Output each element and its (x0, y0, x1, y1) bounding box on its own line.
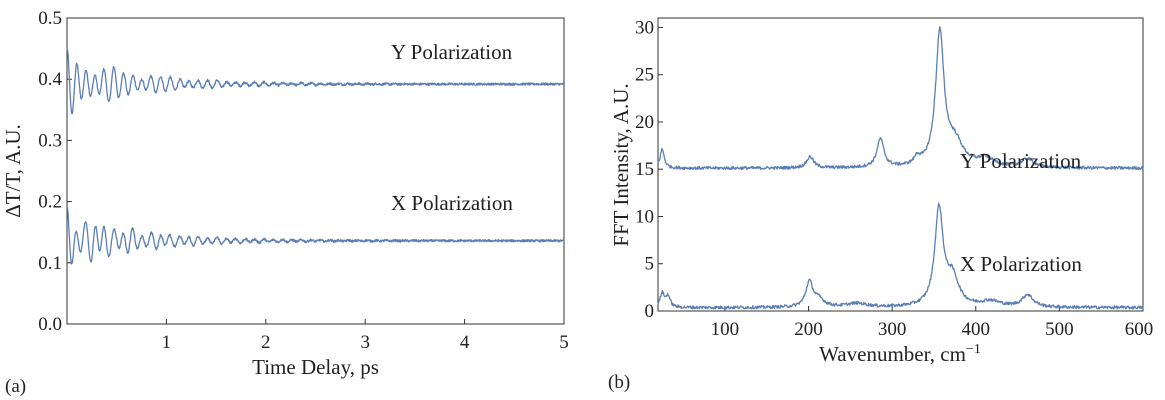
series-label-y-polarization-b: Y Polarization (960, 149, 1082, 173)
series-label-y-polarization-a: Y Polarization (391, 40, 513, 64)
x-tick-label-b: 300 (878, 319, 907, 340)
y-tick-label-b: 5 (645, 254, 655, 275)
y-tick-label-b: 0 (645, 301, 655, 322)
x-axis-label-a: Time Delay, ps (252, 355, 379, 379)
series-lines-a (67, 48, 564, 264)
x-tick-label-b: 200 (794, 319, 823, 340)
chart-panel-a: 1 2 3 4 5 0.0 0.1 0.2 0.3 0.4 0.5 Y Polarization X… (1, 8, 569, 397)
x-axis-label-b: Wavenumber, cm−1 (819, 342, 981, 366)
y-tick-label-b: 30 (635, 17, 654, 38)
series-line-x-polarization-a (67, 207, 564, 264)
x-tick-label-b: 400 (962, 319, 991, 340)
ticks-b: 100 200 300 400 500 600 0 5 10 15 20 25 30 (635, 17, 1153, 340)
y-tick-label-b: 10 (635, 206, 654, 227)
x-tick-label-a: 2 (261, 332, 271, 353)
y-tick-label-b: 15 (635, 159, 654, 180)
x-tick-label-b: 600 (1125, 319, 1154, 340)
y-tick-label-a: 0.3 (38, 130, 62, 151)
y-tick-label-a: 0.2 (38, 192, 62, 213)
y-tick-label-a: 0.4 (38, 69, 62, 90)
x-tick-label-a: 4 (460, 332, 470, 353)
y-tick-label-a: 0.1 (38, 253, 62, 274)
series-label-x-polarization-a: X Polarization (391, 191, 513, 215)
x-tick-label-b: 500 (1045, 319, 1074, 340)
y-tick-label-b: 20 (635, 112, 654, 133)
y-axis-label-b: FFT Intensity, A.U. (609, 83, 633, 246)
y-tick-label-a: 0.0 (38, 314, 62, 335)
x-tick-label-b: 100 (711, 319, 740, 340)
panel-label-b: (b) (608, 372, 630, 393)
series-label-x-polarization-b: X Polarization (960, 252, 1082, 276)
x-axis-label-b-superscript: −1 (966, 342, 981, 357)
x-tick-label-a: 5 (559, 332, 569, 353)
x-tick-label-a: 1 (162, 332, 172, 353)
y-tick-label-b: 25 (635, 65, 654, 86)
x-axis-label-b-text: Wavenumber, cm (819, 342, 966, 366)
chart-panel-b: 100 200 300 400 500 600 0 5 10 15 20 25 30 Y Polariz… (608, 17, 1153, 393)
y-axis-label-a: ΔT/T, A.U. (1, 124, 25, 218)
panel-label-a: (a) (5, 376, 26, 397)
y-tick-label-a: 0.5 (38, 8, 62, 29)
x-tick-label-a: 3 (360, 332, 370, 353)
